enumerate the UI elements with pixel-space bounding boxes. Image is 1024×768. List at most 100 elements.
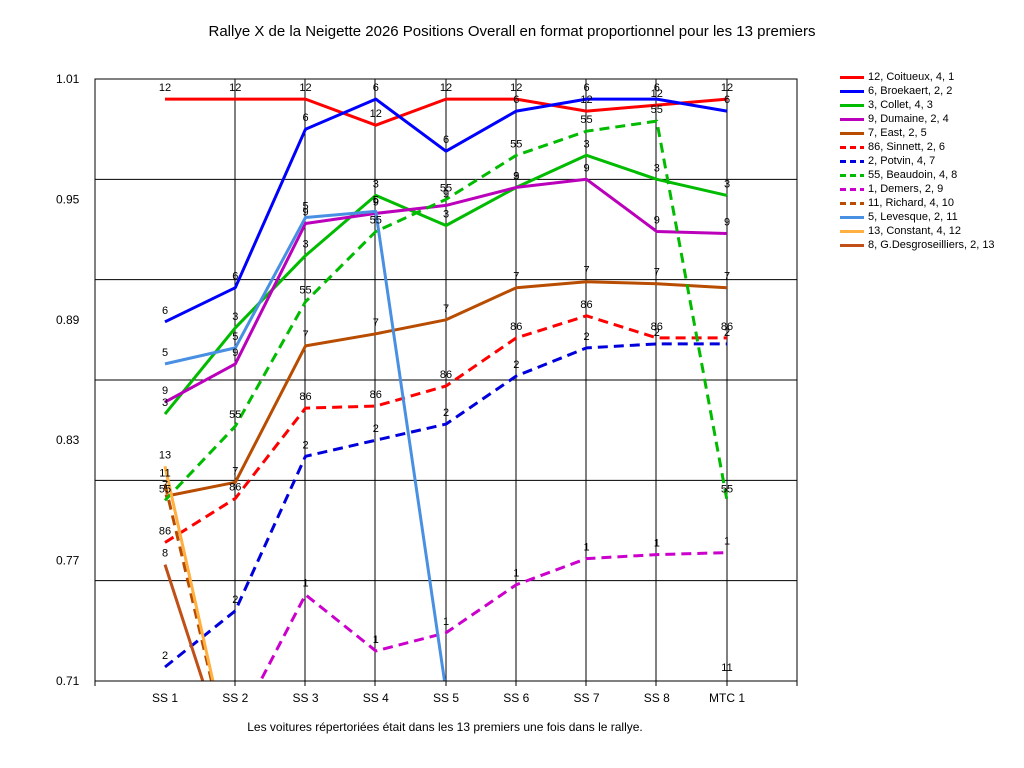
x-tick-label: SS 5 [433,691,459,705]
legend-swatch [840,225,864,238]
data-label-3: 3 [162,397,168,409]
legend-item: 86, Sinnett, 2, 6 [840,141,1020,154]
x-tick-label: SS 1 [152,691,178,705]
data-label-9: 9 [302,206,308,218]
data-label-12: 12 [299,82,311,94]
data-label-3: 3 [443,208,449,220]
legend-swatch [840,239,864,252]
data-label-3: 3 [724,178,730,190]
data-label-55: 55 [370,215,382,227]
data-label-5: 5 [232,331,238,343]
legend-item: 12, Coitueux, 4, 1 [840,71,1020,84]
legend-swatch [840,183,864,196]
legend-item: 6, Broekaert, 2, 2 [840,85,1020,98]
data-label-12: 12 [510,82,522,94]
y-tick-label: 1.01 [56,72,80,86]
data-label-55: 55 [651,104,663,116]
legend-swatch [840,211,864,224]
legend-label: 8, G.Desgroseilliers, 2, 13 [868,239,995,251]
data-label-11: 11 [159,467,170,479]
data-label-1: 1 [373,634,379,646]
data-label-5: 5 [373,194,379,206]
data-label-11: 11 [721,662,732,674]
data-label-86: 86 [651,321,663,333]
data-label-6: 6 [513,94,519,106]
data-label-3: 3 [232,311,238,323]
data-label-5: 5 [302,200,308,212]
series-line-55 [163,119,729,502]
data-label-12: 12 [229,82,241,94]
data-label-2: 2 [583,331,589,343]
data-label-7: 7 [513,271,519,283]
series-line-5 [164,209,447,681]
legend-item: 55, Beaudoin, 4, 8 [840,169,1020,182]
data-label-1: 1 [443,616,449,628]
data-label-9: 9 [513,170,519,182]
data-label-55: 55 [721,483,733,495]
data-label-55: 55 [159,483,171,495]
data-label-12: 12 [580,94,592,106]
data-label-3: 3 [583,138,589,150]
data-label-86: 86 [229,481,241,493]
plot-frame [94,78,798,682]
data-label-9: 9 [443,188,449,200]
data-label-1: 1 [583,542,589,554]
data-label-3: 3 [654,162,660,174]
series-line-13 [163,465,215,681]
data-label-2: 2 [443,407,449,419]
legend-label: 1, Demers, 2, 9 [868,183,944,195]
legend-swatch [840,113,864,126]
legend-item: 11, Richard, 4, 10 [840,197,1020,210]
legend-swatch [840,99,864,112]
series-line-7 [164,280,728,498]
x-tick-label: MTC 1 [709,691,745,705]
legend-item: 8, G.Desgroseilliers, 2, 13 [840,239,1020,252]
legend-label: 55, Beaudoin, 4, 8 [868,169,958,181]
legend-item: 7, East, 2, 5 [840,127,1020,140]
legend-label: 11, Richard, 4, 10 [868,197,955,209]
legend-label: 13, Constant, 4, 12 [868,225,961,237]
plot-border [94,78,798,682]
legend-label: 6, Broekaert, 2, 2 [868,85,953,97]
data-label-86: 86 [440,369,452,381]
data-label-55: 55 [299,285,311,297]
data-label-7: 7 [373,317,379,329]
data-label-2: 2 [513,359,519,371]
legend-label: 5, Levesque, 2, 11 [868,211,958,223]
legend-item: 2, Potvin, 4, 7 [840,155,1020,168]
data-label-9: 9 [232,347,238,359]
data-label-55: 55 [580,114,592,126]
data-label-3: 3 [513,170,519,182]
data-label-12: 12 [651,88,663,100]
data-label-9: 9 [373,196,379,208]
data-label-6: 6 [583,82,589,94]
data-label-6: 6 [654,82,660,94]
data-label-7: 7 [302,329,308,341]
legend-item: 9, Dumaine, 2, 4 [840,113,1020,126]
y-tick-label: 0.71 [56,674,80,688]
legend-swatch [840,85,864,98]
legend-swatch [840,127,864,140]
data-label-7: 7 [583,265,589,277]
data-label-55: 55 [440,182,452,194]
data-label-1: 1 [654,538,660,550]
data-label-3: 3 [373,178,379,190]
data-label-13: 13 [159,449,171,461]
data-label-86: 86 [370,389,382,401]
legend-item: 3, Collet, 4, 3 [840,99,1020,112]
data-label-86: 86 [159,526,171,538]
data-label-86: 86 [721,321,733,333]
data-label-2: 2 [724,327,730,339]
x-tick-label: SS 3 [292,691,318,705]
data-label-7: 7 [232,465,238,477]
data-label-2: 2 [373,423,379,435]
data-label-6: 6 [302,112,308,124]
y-tick-label: 0.83 [56,433,80,447]
data-label-5: 5 [162,347,168,359]
data-label-12: 12 [159,82,171,94]
legend-swatch [840,71,864,84]
legend-label: 12, Coitueux, 4, 1 [868,71,955,83]
legend-label: 86, Sinnett, 2, 6 [868,141,946,153]
